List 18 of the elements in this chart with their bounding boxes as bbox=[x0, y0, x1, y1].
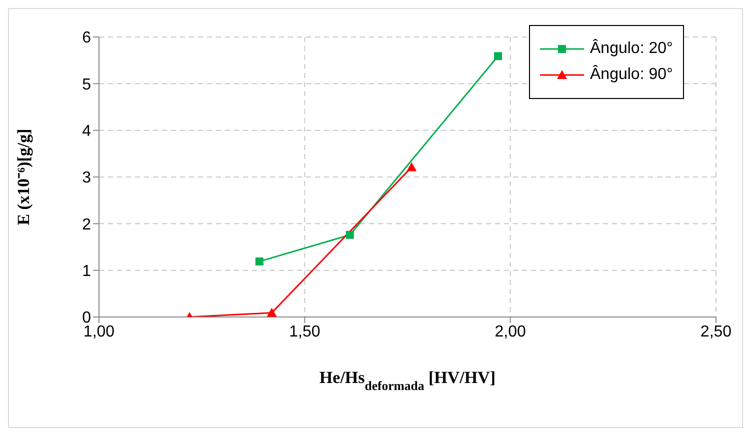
x-tick-label: 1,50 bbox=[289, 323, 320, 340]
x-tick-label: 2,00 bbox=[494, 323, 526, 340]
point bbox=[255, 257, 264, 266]
y-axis-title: E (x10⁻⁶)[g/g] bbox=[14, 128, 33, 226]
y-tick-label: 6 bbox=[82, 30, 92, 47]
point bbox=[346, 230, 354, 239]
y-tick-label: 1 bbox=[82, 263, 92, 280]
x-tick-label: 2,50 bbox=[700, 323, 732, 340]
point bbox=[494, 52, 502, 60]
point bbox=[266, 308, 277, 317]
y-tick-label: 3 bbox=[82, 170, 92, 187]
y-tick-label: 4 bbox=[82, 123, 92, 140]
x-axis-title: He/Hs$_{deformada}$ [HV/HV] bbox=[319, 368, 496, 393]
legend-label: Ângulo: 20° bbox=[590, 40, 673, 58]
point bbox=[406, 162, 417, 172]
y-tick-label: 2 bbox=[82, 216, 92, 234]
legend-label: Ângulo: 90° bbox=[590, 66, 673, 84]
y-tick-label: 5 bbox=[82, 76, 92, 94]
